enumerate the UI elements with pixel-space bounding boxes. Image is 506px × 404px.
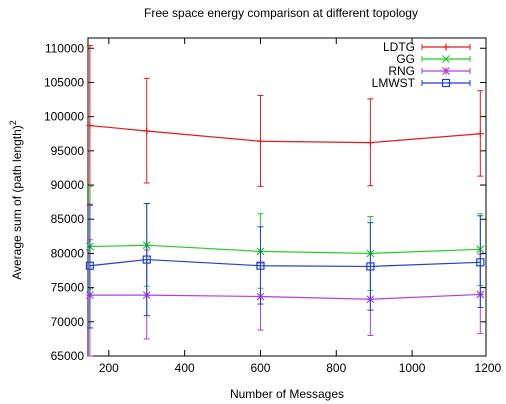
y-axis-label: Average sum of (path length)2 bbox=[8, 120, 24, 280]
legend-marker bbox=[441, 78, 451, 88]
y-tick-label: 105000 bbox=[44, 75, 84, 89]
series-gg bbox=[85, 185, 485, 291]
data-point bbox=[366, 262, 375, 271]
series-line bbox=[89, 258, 481, 268]
x-tick-label: 400 bbox=[175, 361, 195, 375]
data-point bbox=[86, 122, 94, 130]
legend-item: LDTG bbox=[383, 40, 471, 54]
x-axis: 200 400 600 800 1000 1200 bbox=[99, 38, 502, 375]
data-point bbox=[256, 261, 265, 270]
legend-item: GG bbox=[396, 52, 471, 66]
x-tick-label: 600 bbox=[250, 361, 270, 375]
y-tick-label: 65000 bbox=[51, 349, 85, 363]
data-point bbox=[256, 137, 264, 145]
data-point bbox=[476, 258, 485, 267]
legend-item: RNG bbox=[388, 64, 471, 78]
data-point bbox=[366, 139, 374, 147]
error-bar bbox=[477, 215, 484, 308]
series-line bbox=[89, 124, 481, 144]
plot-area bbox=[87, 37, 487, 357]
legend-marker bbox=[442, 55, 450, 63]
legend-label: RNG bbox=[388, 64, 415, 78]
x-axis-label: Number of Messages bbox=[230, 387, 344, 401]
series-lmwst bbox=[85, 202, 485, 329]
data-point bbox=[143, 127, 151, 135]
x-tick-label: 1000 bbox=[399, 361, 426, 375]
chart-title: Free space energy comparison at differen… bbox=[144, 6, 418, 20]
data-point bbox=[476, 130, 484, 138]
plot-frame bbox=[87, 37, 487, 357]
y-tick-label: 85000 bbox=[51, 212, 85, 226]
x-tick-label: 800 bbox=[326, 361, 346, 375]
x-tick-label: 1200 bbox=[475, 361, 502, 375]
y-tick-label: 70000 bbox=[51, 315, 85, 329]
data-point bbox=[142, 255, 151, 264]
y-axis: 65000 70000 75000 80000 85000 90000 95000 10000… bbox=[44, 41, 486, 363]
legend-item: LMWST bbox=[372, 76, 471, 90]
y-tick-label: 110000 bbox=[45, 41, 84, 55]
series-layer bbox=[85, 45, 485, 357]
y-tick-label: 90000 bbox=[51, 178, 85, 192]
series-rng bbox=[85, 239, 485, 357]
legend-marker bbox=[442, 67, 450, 75]
y-tick-label: 100000 bbox=[44, 110, 84, 124]
y-axis-label-text: Average sum of (path length) bbox=[10, 125, 24, 280]
legend-label: LDTG bbox=[383, 40, 415, 54]
legend-marker bbox=[442, 43, 450, 51]
legend-label: LMWST bbox=[372, 76, 416, 90]
series-ldtg bbox=[86, 45, 484, 207]
legend-label: GG bbox=[396, 52, 415, 66]
y-tick-label: 95000 bbox=[51, 144, 85, 158]
error-bar bbox=[86, 203, 93, 329]
y-tick-label: 80000 bbox=[51, 246, 85, 260]
data-point bbox=[85, 261, 94, 270]
x-tick-label: 200 bbox=[99, 361, 119, 375]
y-tick-label: 75000 bbox=[51, 281, 85, 295]
y-axis-label-superscript: 2 bbox=[8, 120, 18, 125]
